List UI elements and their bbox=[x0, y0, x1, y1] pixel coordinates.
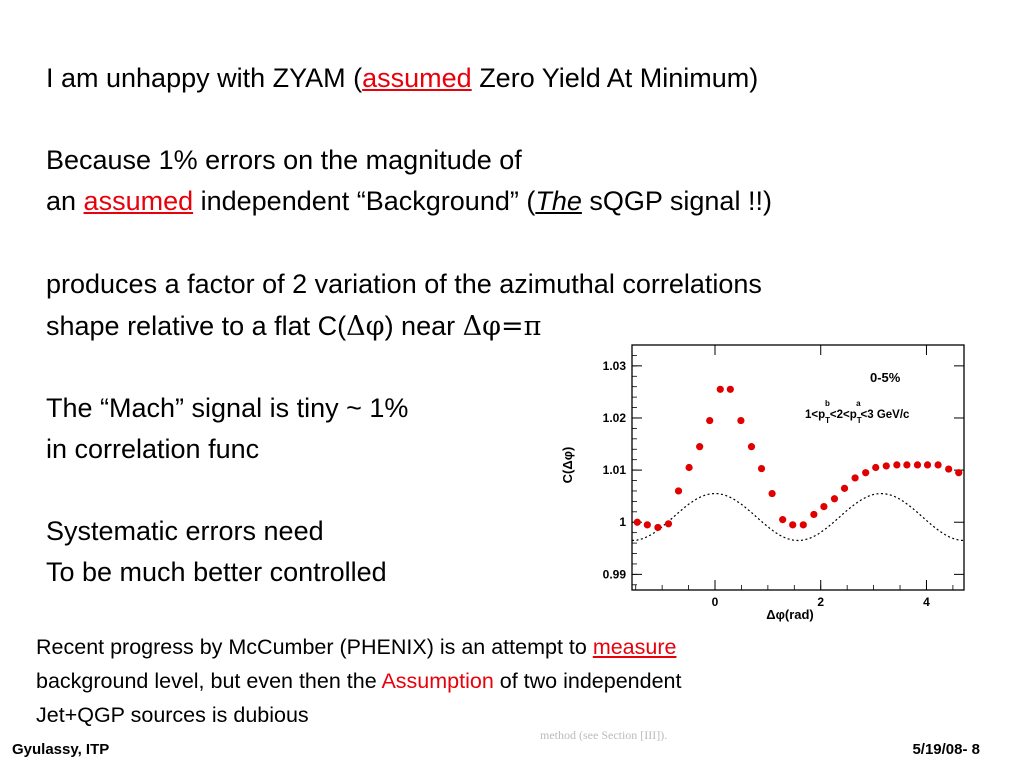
data-point bbox=[945, 465, 953, 473]
data-point bbox=[706, 416, 714, 425]
note1-a: Recent progress by McCumber (PHENIX) is … bbox=[36, 635, 593, 659]
line3-b: independent “Background” ( bbox=[193, 186, 536, 216]
x-tick-label: 0 bbox=[712, 595, 719, 609]
data-point bbox=[685, 463, 693, 472]
data-point bbox=[674, 487, 683, 495]
y-tick-label: 1.01 bbox=[603, 463, 627, 477]
correlation-chart: 0 2 4 0.99 1 1.01 1.02 1.03 0-5% 1<pTb<2<pTa<3 … bbox=[560, 344, 965, 622]
data-point bbox=[830, 495, 839, 503]
data-point bbox=[768, 489, 776, 498]
note1-measure: measure bbox=[592, 635, 677, 659]
data-points bbox=[633, 385, 963, 532]
text-line-3: an assumed independent “Background” (The… bbox=[46, 186, 772, 216]
ghost-text: method (see Section [III]). bbox=[540, 728, 668, 742]
data-point bbox=[726, 385, 734, 393]
text-line-5: shape relative to a flat C(Δφ) near Δφ=π bbox=[46, 311, 541, 342]
text-line-4: produces a factor of 2 variation of the … bbox=[46, 269, 762, 299]
background-curve bbox=[631, 493, 965, 542]
x-tick-label: 2 bbox=[817, 595, 824, 609]
data-point bbox=[840, 484, 849, 492]
data-point bbox=[913, 461, 922, 469]
note2-a: background level, but even then the bbox=[36, 669, 382, 693]
line5-delta-phi: Δφ bbox=[346, 311, 385, 342]
chart-ticks: 0 2 4 0.99 1 1.01 1.02 1.03 bbox=[603, 344, 964, 609]
data-point bbox=[955, 469, 963, 477]
x-tick-label: 4 bbox=[923, 595, 930, 609]
y-tick-label: 0.99 bbox=[603, 567, 627, 581]
data-point bbox=[923, 461, 932, 469]
chart-annotation: 1<pTb<2<pTa<3 GeV/c bbox=[805, 399, 910, 425]
note-line-3: Jet+QGP sources is dubious bbox=[36, 703, 309, 727]
data-point bbox=[779, 516, 787, 524]
text-line-7: in correlation func bbox=[46, 434, 260, 464]
chart-xlabel: Δφ(rad) bbox=[766, 607, 814, 622]
footer-author: Gyulassy, ITP bbox=[12, 741, 110, 758]
note-line-1: Recent progress by McCumber (PHENIX) is … bbox=[36, 634, 676, 660]
data-point bbox=[654, 523, 662, 532]
line3-c: sQGP signal !!) bbox=[581, 186, 772, 216]
y-tick-label: 1.03 bbox=[603, 359, 627, 373]
line3-the: The bbox=[535, 186, 582, 216]
data-point bbox=[737, 416, 745, 425]
chart-ylabel: C(Δφ) bbox=[560, 447, 575, 484]
data-point bbox=[643, 521, 651, 529]
line1-b: Zero Yield At Minimum) bbox=[471, 63, 759, 93]
chart-title: 0-5% bbox=[870, 370, 901, 385]
plot-frame bbox=[631, 344, 965, 591]
line5-a: shape relative to a flat C( bbox=[46, 311, 347, 341]
data-point bbox=[851, 474, 859, 482]
data-point bbox=[664, 520, 673, 528]
text-line-2: Because 1% errors on the magnitude of bbox=[46, 145, 522, 175]
data-point bbox=[789, 521, 797, 529]
line5-b: ) near bbox=[384, 311, 463, 341]
data-point bbox=[757, 464, 766, 473]
y-tick-label: 1.02 bbox=[603, 411, 627, 425]
text-line-1: I am unhappy with ZYAM (assumed Zero Yie… bbox=[46, 63, 758, 93]
data-point bbox=[820, 502, 828, 511]
line5-delta-phi-pi: Δφ=π bbox=[462, 311, 542, 342]
data-point bbox=[934, 461, 942, 469]
text-line-6: The “Mach” signal is tiny ~ 1% bbox=[46, 393, 409, 423]
text-line-9: To be much better controlled bbox=[46, 557, 387, 587]
line1-assumed: assumed bbox=[362, 63, 472, 93]
y-tick-label: 1 bbox=[619, 515, 626, 529]
note-line-2: background level, but even then the Assu… bbox=[36, 668, 681, 694]
text-line-8: Systematic errors need bbox=[46, 516, 324, 546]
note2-b: of two independent bbox=[493, 669, 682, 693]
data-point bbox=[696, 443, 704, 451]
data-point bbox=[862, 469, 870, 477]
data-point bbox=[903, 461, 911, 469]
data-point bbox=[747, 443, 756, 451]
data-point bbox=[872, 463, 880, 472]
data-point bbox=[633, 518, 641, 526]
line3-assumed: assumed bbox=[83, 186, 194, 216]
footer-date-page: 5/19/08- 8 bbox=[912, 741, 980, 758]
line3-a: an bbox=[46, 186, 84, 216]
data-point bbox=[810, 510, 818, 519]
data-point bbox=[716, 385, 724, 393]
line1-a: I am unhappy with ZYAM ( bbox=[46, 63, 363, 93]
data-point bbox=[893, 461, 901, 469]
data-point bbox=[882, 462, 890, 470]
data-point bbox=[799, 521, 807, 529]
note2-assumption: Assumption bbox=[381, 669, 494, 693]
